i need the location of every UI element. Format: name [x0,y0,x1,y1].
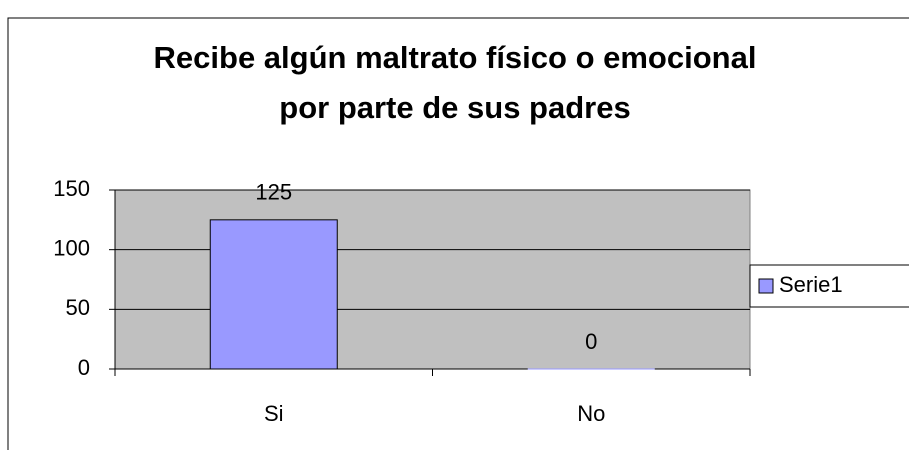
y-tick-label: 50 [66,295,90,320]
y-tick-label: 100 [53,235,90,260]
x-tick-label: No [577,401,605,426]
legend-box [749,264,909,308]
y-tick-label: 150 [53,176,90,201]
data-label: 0 [585,329,597,354]
chart-frame [7,17,909,450]
y-tick-label: 0 [78,355,90,380]
legend-label: Serie1 [779,272,843,297]
legend-swatch [758,278,774,294]
bar [209,219,338,370]
chart-title: Recibe algún maltrato físico o emocional… [153,40,757,125]
x-tick-label: Si [264,401,284,426]
data-label: 125 [255,180,292,205]
